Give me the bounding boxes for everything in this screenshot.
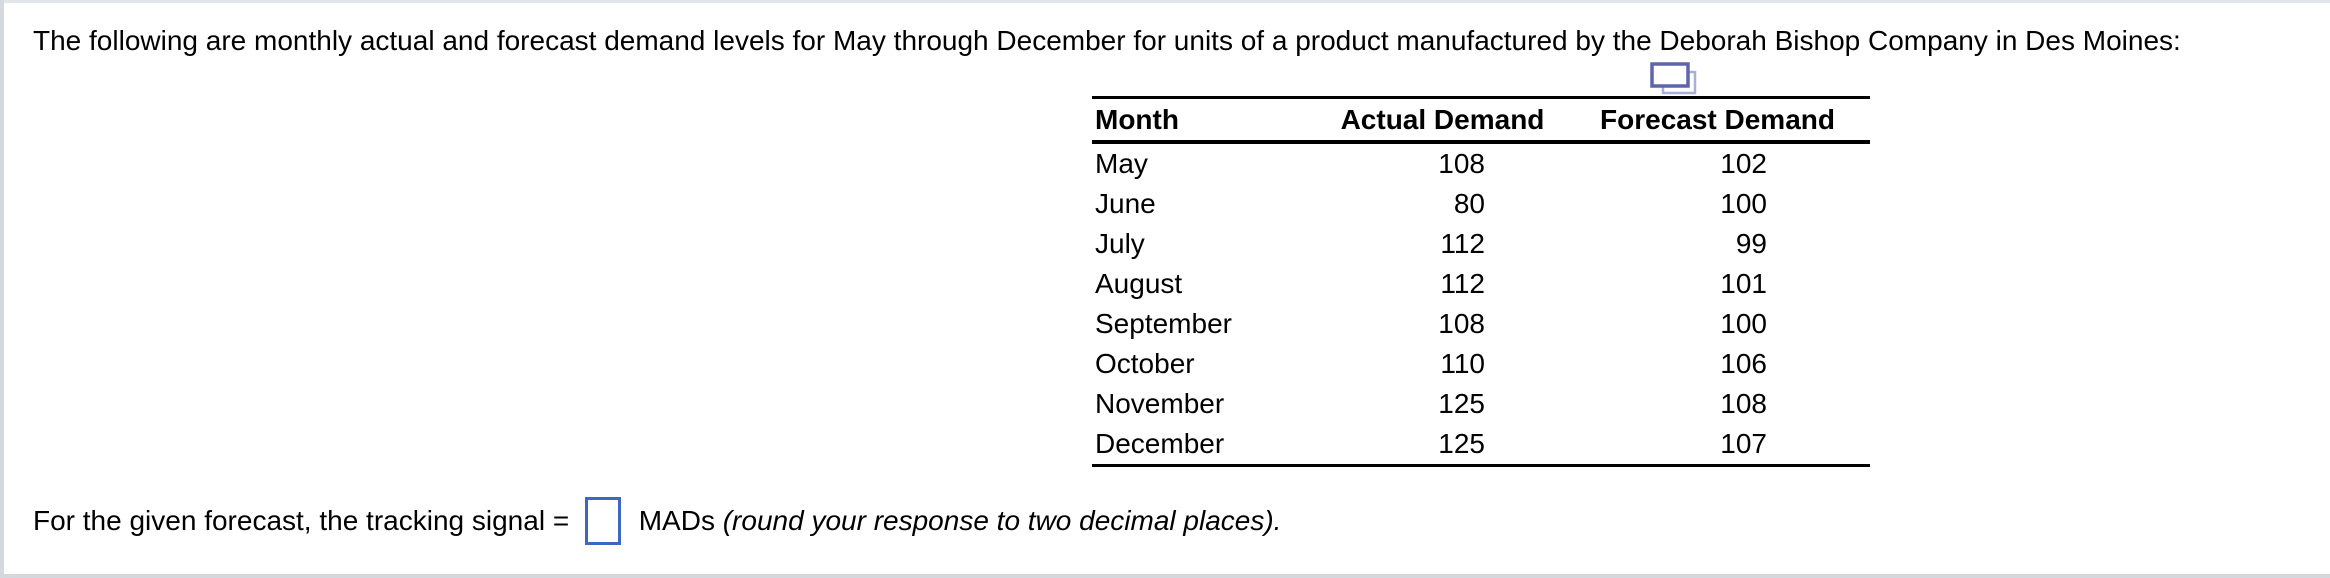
actual-demand-cell: 80 [1453,188,1485,219]
question-suffix-text: MADs [630,505,723,536]
table-row: June 80 100 [1092,184,1870,224]
month-cell: November [1095,388,1225,419]
table-row: August 112 101 [1092,264,1870,304]
tracking-signal-question: For the given forecast, the tracking sig… [33,497,1281,545]
rounding-instruction-text: (round your response to two decimal plac… [722,505,1282,536]
month-cell: June [1095,188,1156,219]
panel-edge-top [0,0,2330,3]
forecast-demand-cell: 107 [1720,428,1767,459]
forecast-demand-cell: 100 [1720,308,1767,339]
forecast-demand-cell: 100 [1720,188,1767,219]
column-header-forecast-demand: Forecast Demand [1600,103,1835,135]
forecast-demand-cell: 106 [1720,348,1767,379]
table-row: September 108 100 [1092,304,1870,344]
actual-demand-cell: 112 [1440,268,1485,299]
copy-icon-glyph [1650,62,1697,95]
actual-demand-cell: 125 [1438,388,1485,419]
actual-demand-cell: 125 [1438,428,1485,459]
month-cell: October [1095,348,1195,379]
forecast-demand-cell: 101 [1720,268,1767,299]
month-cell: May [1095,148,1148,179]
actual-demand-cell: 110 [1440,348,1485,379]
column-header-actual-demand: Actual Demand [1340,103,1545,135]
demand-table-header-row: Month Actual Demand Forecast Demand [1092,99,1870,144]
forecast-demand-cell: 108 [1720,388,1767,419]
table-row: May 108 102 [1092,144,1870,184]
question-prefix-text: For the given forecast, the tracking sig… [33,505,577,536]
column-header-month: Month [1095,103,1179,135]
month-cell: September [1095,308,1232,339]
panel-edge-bottom [0,574,2330,578]
question-intro-text: The following are monthly actual and for… [33,25,2181,56]
forecast-demand-cell: 99 [1735,228,1767,259]
table-row: July 112 99 [1092,224,1870,264]
actual-demand-cell: 108 [1438,148,1485,179]
table-row: November 125 108 [1092,384,1870,424]
copy-table-icon[interactable] [1650,62,1698,96]
month-cell: August [1095,268,1183,299]
month-cell: December [1095,428,1225,459]
tracking-signal-input[interactable] [584,497,621,545]
actual-demand-cell: 112 [1440,228,1485,259]
table-row: October 110 106 [1092,344,1870,384]
month-cell: July [1095,228,1145,259]
table-row: December 125 107 [1092,424,1870,464]
panel-edge-left [0,0,4,578]
forecast-demand-cell: 102 [1720,148,1767,179]
demand-table: Month Actual Demand Forecast Demand May … [1092,96,1870,467]
actual-demand-cell: 108 [1438,308,1485,339]
